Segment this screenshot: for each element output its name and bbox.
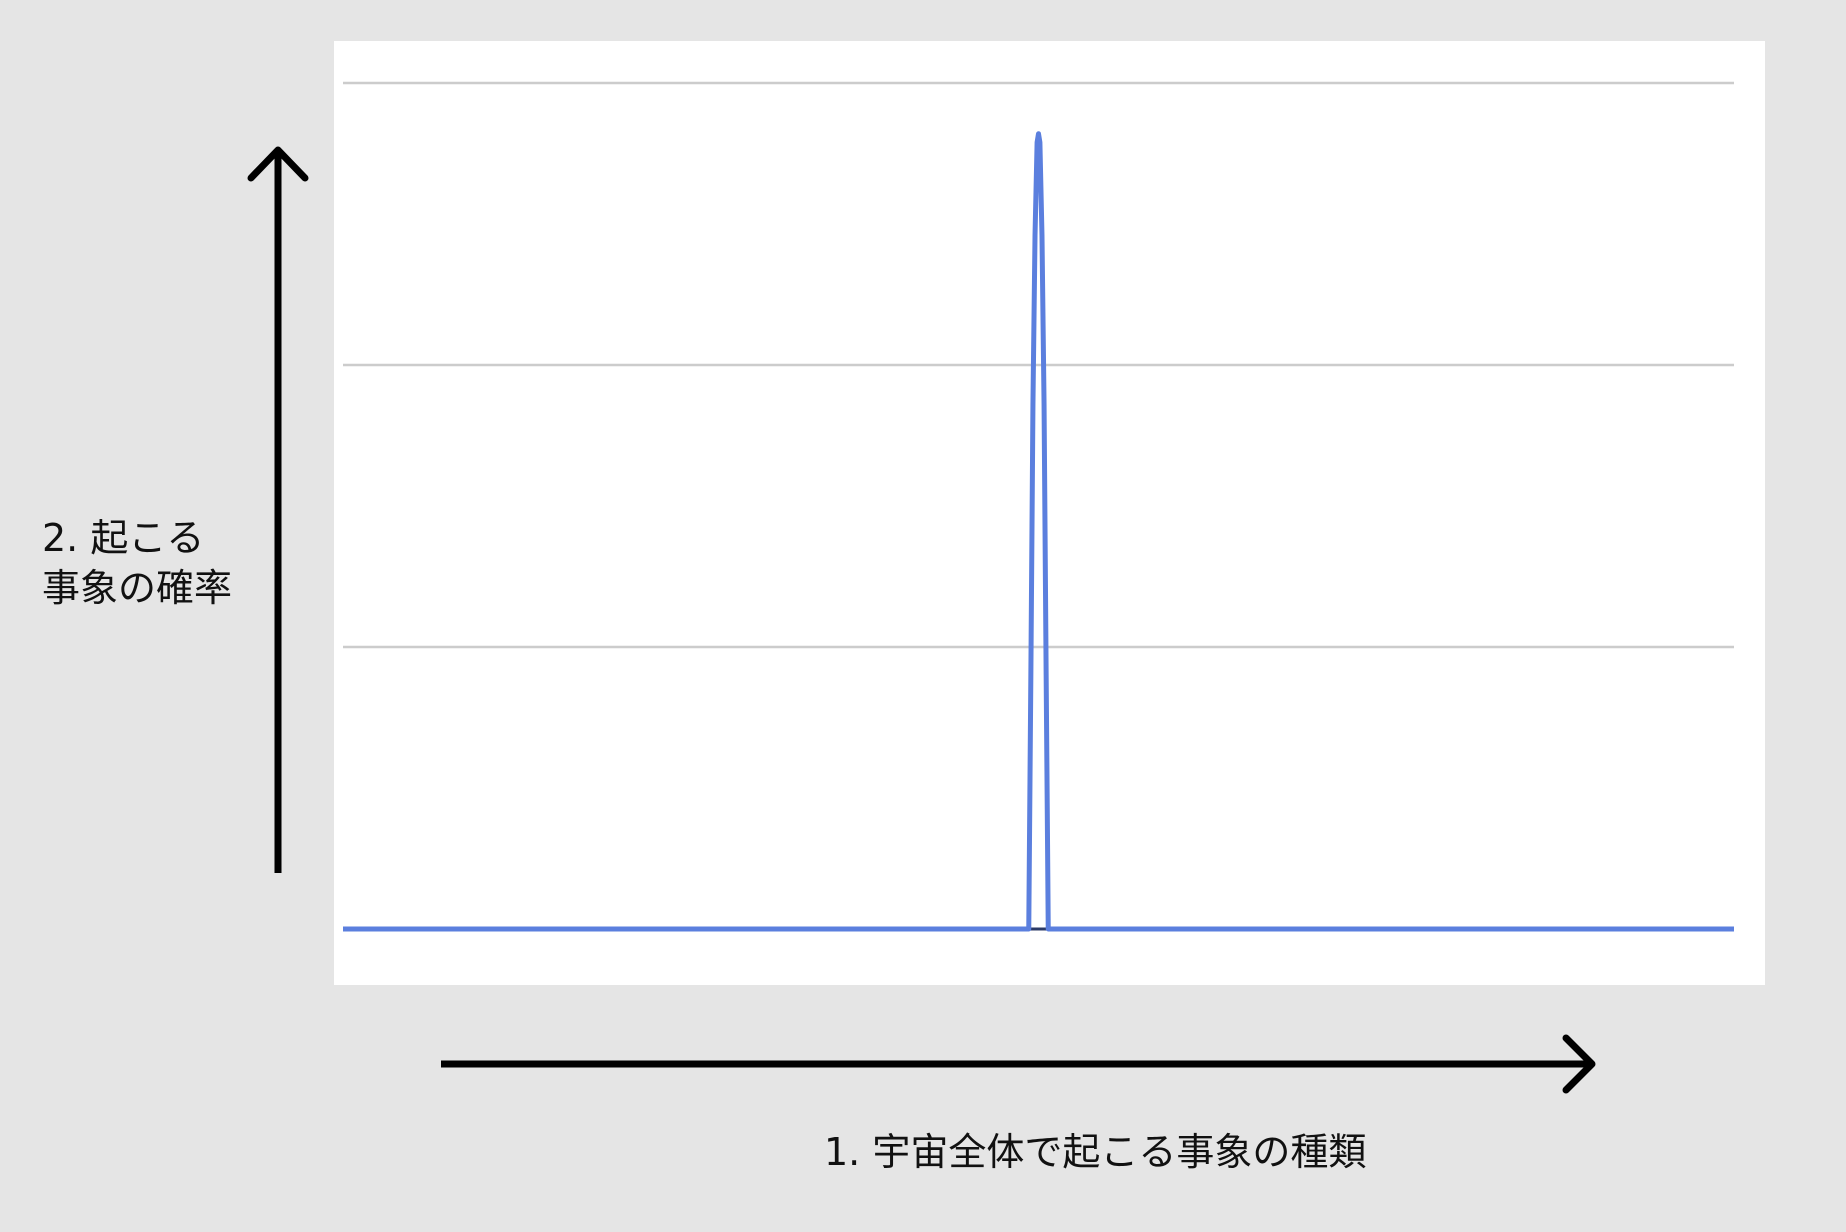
series-layer (343, 131, 1734, 932)
series-line (343, 131, 1734, 932)
x-axis-arrow (441, 1034, 1596, 1094)
y-axis-label-line-1: 2. 起こる (42, 516, 204, 560)
y-axis-label-line-2: 事象の確率 (42, 566, 232, 610)
y-axis-arrow-head (247, 146, 309, 182)
x-axis-arrow-head (1562, 1034, 1596, 1094)
y-axis-arrow (247, 146, 309, 873)
x-axis-label: 1. 宇宙全体で起こる事象の種類 (824, 1130, 1366, 1174)
